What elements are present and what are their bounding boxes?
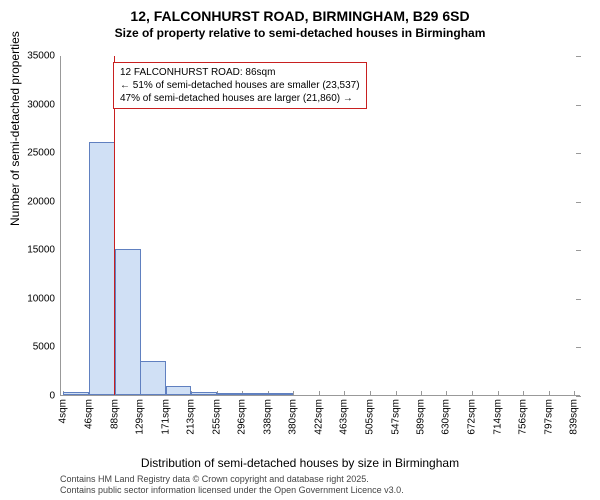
x-tick-label: 463sqm	[339, 395, 350, 435]
x-tick-label: 422sqm	[314, 395, 325, 435]
x-tick-label: 380sqm	[288, 395, 299, 435]
x-tick-label: 505sqm	[364, 395, 375, 435]
info-line3: 47% of semi-detached houses are larger (…	[120, 92, 360, 105]
chart-plot-area: 050001000015000200002500030000350004sqm4…	[60, 56, 580, 396]
x-tick-label: 88sqm	[109, 395, 120, 429]
y-tick-label: 10000	[27, 293, 61, 304]
histogram-bar	[89, 142, 115, 395]
x-tick-label: 714sqm	[492, 395, 503, 435]
attribution-text: Contains HM Land Registry data © Crown c…	[60, 474, 404, 496]
y-tick-label: 25000	[27, 148, 61, 159]
y-tick-label: 5000	[33, 342, 61, 353]
y-tick-label: 20000	[27, 196, 61, 207]
histogram-bar	[63, 392, 89, 395]
x-tick-label: 839sqm	[569, 395, 580, 435]
y-tick-label: 35000	[27, 51, 61, 62]
x-tick-label: 129sqm	[134, 395, 145, 435]
histogram-bar	[115, 249, 141, 395]
x-tick-label: 756sqm	[518, 395, 529, 435]
x-tick-label: 296sqm	[237, 395, 248, 435]
x-tick-label: 338sqm	[262, 395, 273, 435]
y-tick-label: 15000	[27, 245, 61, 256]
histogram-bar	[140, 361, 166, 395]
x-tick-label: 630sqm	[441, 395, 452, 435]
y-axis-label: Number of semi-detached properties	[8, 31, 22, 226]
x-tick-label: 213sqm	[186, 395, 197, 435]
histogram-bar	[166, 386, 192, 395]
attribution-line2: Contains public sector information licen…	[60, 485, 404, 496]
x-tick-label: 797sqm	[543, 395, 554, 435]
histogram-bar	[191, 392, 217, 395]
x-tick-label: 589sqm	[416, 395, 427, 435]
histogram-bar	[217, 393, 243, 395]
x-axis-label: Distribution of semi-detached houses by …	[0, 456, 600, 470]
info-line2: ← 51% of semi-detached houses are smalle…	[120, 79, 360, 92]
x-tick-label: 672sqm	[467, 395, 478, 435]
attribution-line1: Contains HM Land Registry data © Crown c…	[60, 474, 404, 485]
histogram-bar	[242, 393, 268, 395]
info-line1: 12 FALCONHURST ROAD: 86sqm	[120, 66, 360, 79]
y-tick-label: 30000	[27, 99, 61, 110]
x-tick-label: 171sqm	[160, 395, 171, 435]
x-tick-label: 4sqm	[58, 395, 69, 423]
page-subtitle: Size of property relative to semi-detach…	[0, 24, 600, 48]
x-tick-label: 46sqm	[84, 395, 95, 429]
page-title: 12, FALCONHURST ROAD, BIRMINGHAM, B29 6S…	[0, 0, 600, 24]
reference-info-box: 12 FALCONHURST ROAD: 86sqm← 51% of semi-…	[113, 62, 367, 109]
x-tick-label: 255sqm	[212, 395, 223, 435]
x-tick-label: 547sqm	[390, 395, 401, 435]
histogram-bar	[268, 393, 294, 395]
